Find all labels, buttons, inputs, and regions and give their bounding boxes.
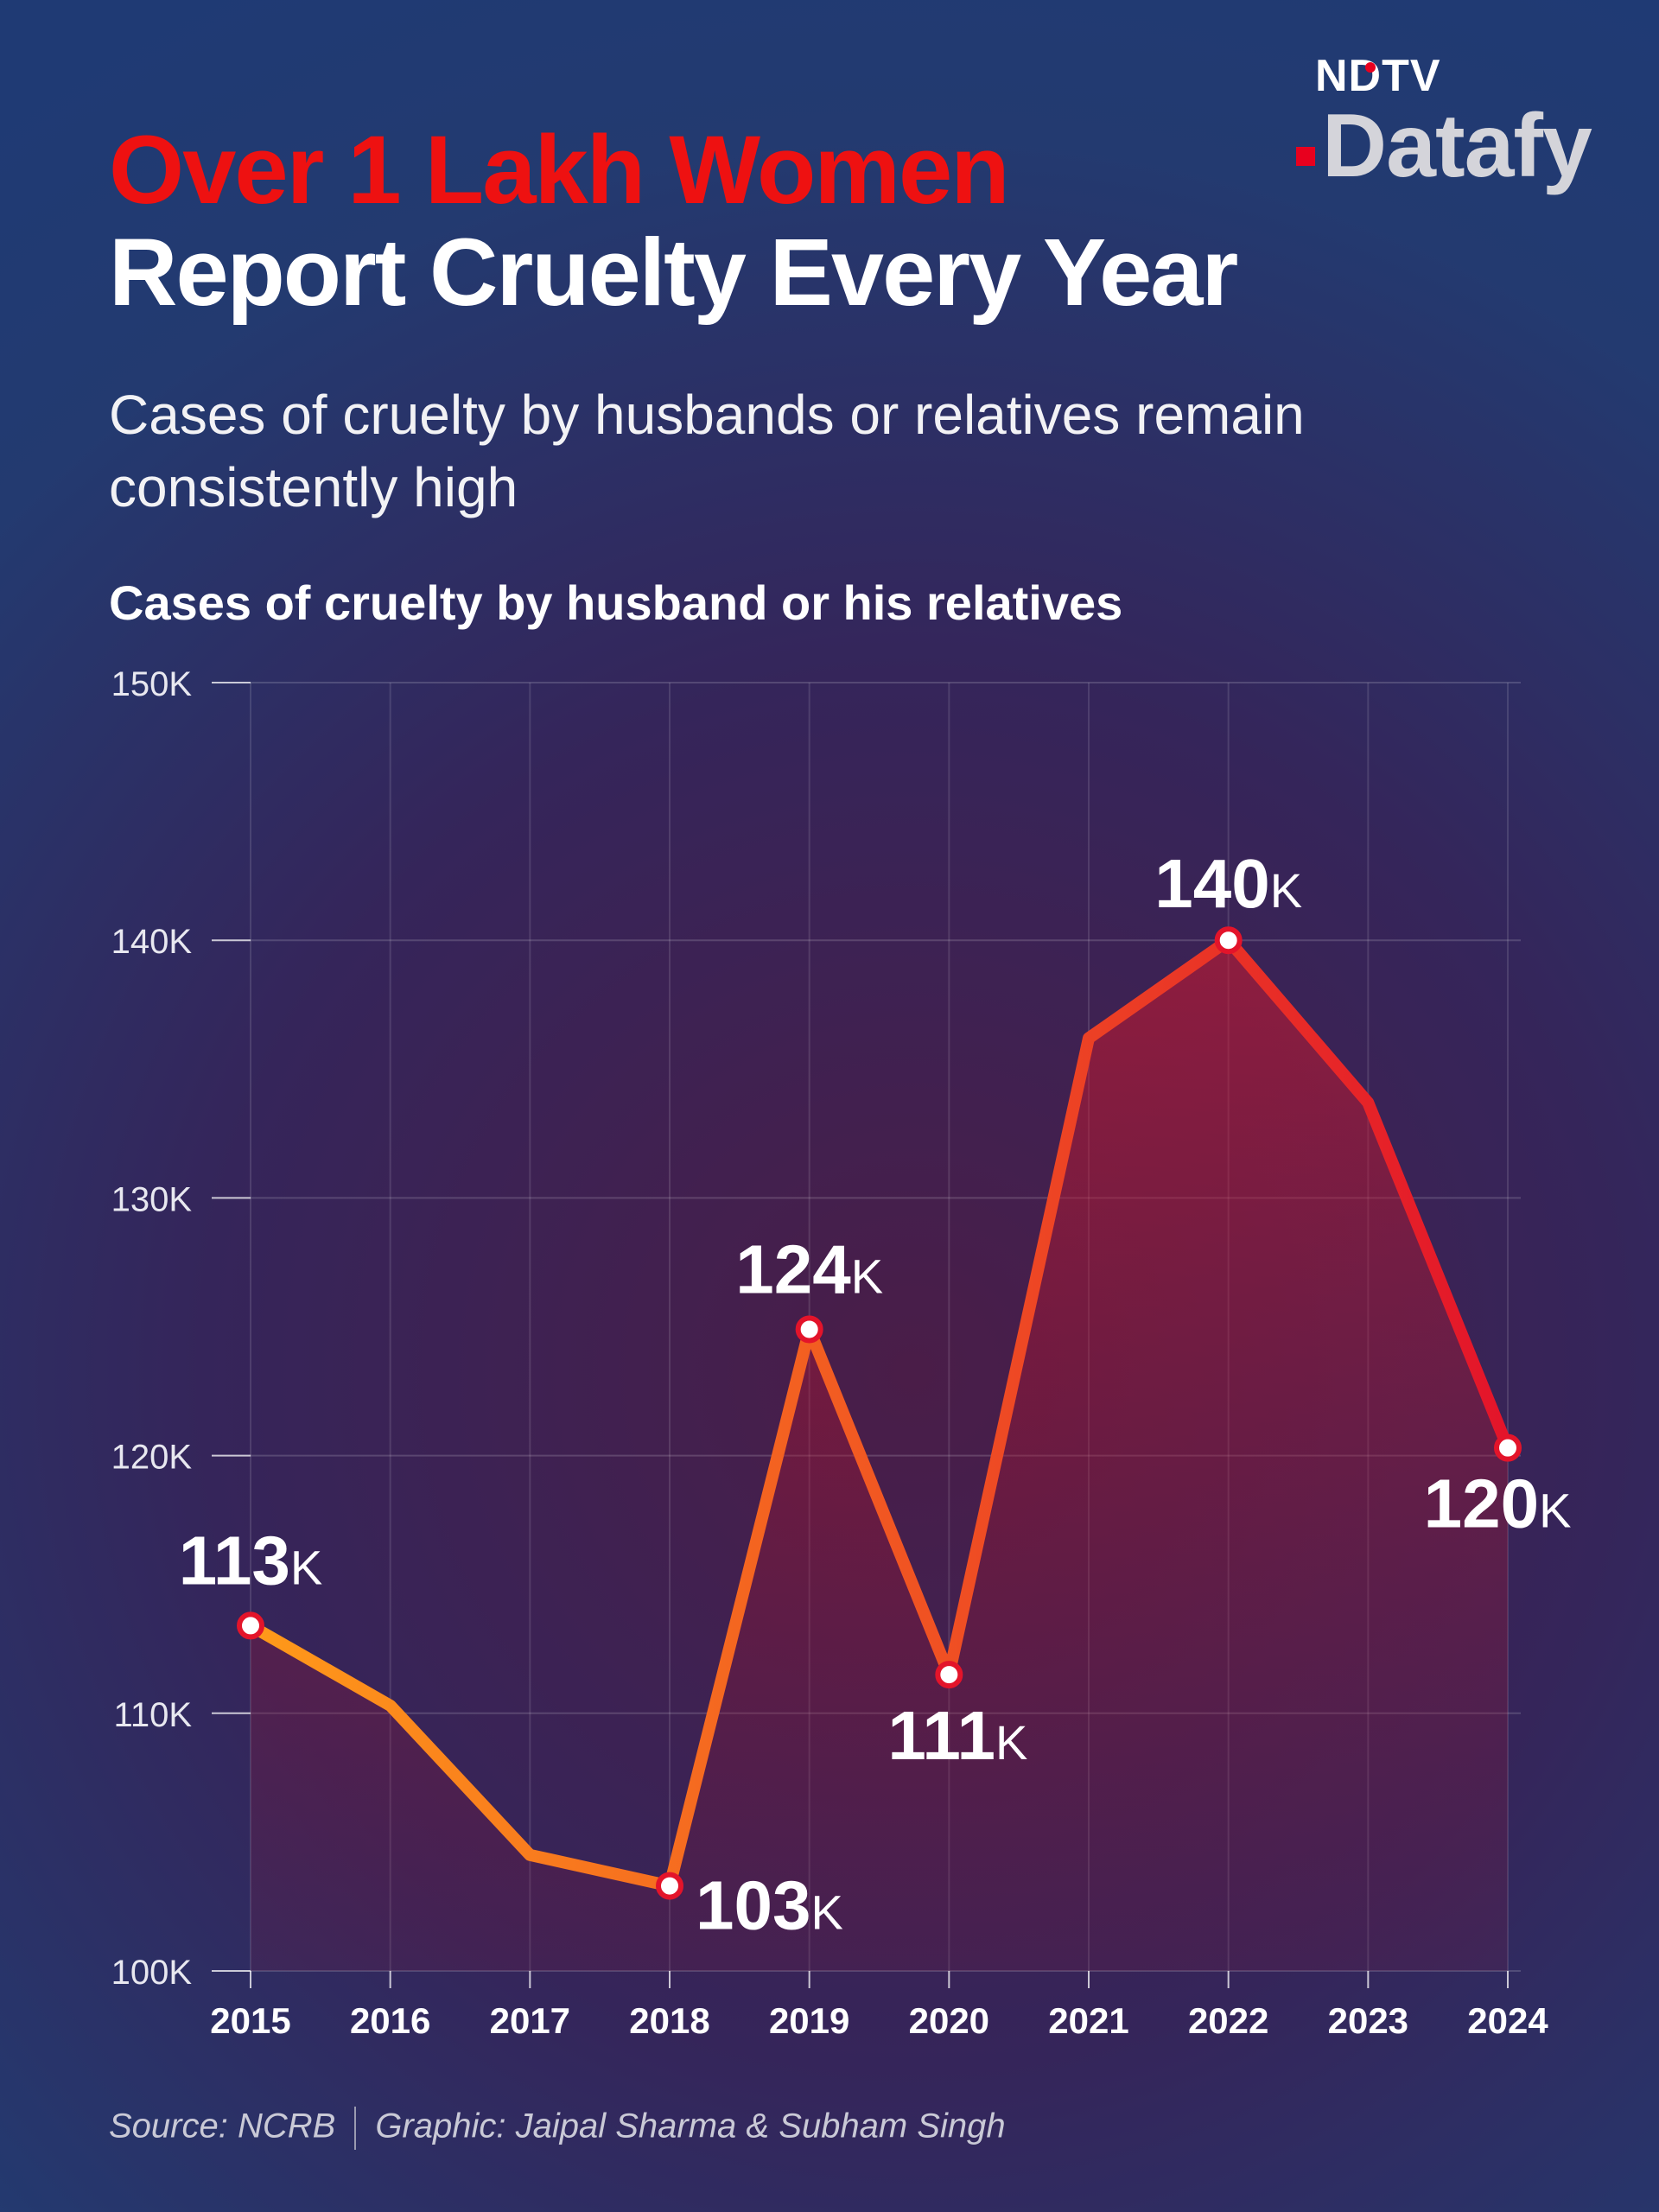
y-tick-label: 100K	[111, 1954, 193, 1992]
x-tick-label: 2020	[909, 2000, 989, 2041]
y-tick-label: 120K	[111, 1439, 193, 1477]
data-label-unit: K	[1270, 863, 1302, 918]
source-line: Source: NCRB Graphic: Jaipal Sharma & Sub…	[109, 2107, 1006, 2150]
data-label: 103K	[696, 1867, 843, 1944]
data-label: 124K	[735, 1230, 883, 1307]
data-label: 111K	[887, 1697, 1027, 1774]
data-label: 120K	[1424, 1465, 1572, 1542]
logo-red-dot	[1365, 62, 1376, 73]
y-tick-label: 150K	[111, 665, 193, 703]
data-point	[1494, 1433, 1522, 1462]
x-tick-label: 2017	[490, 2000, 570, 2041]
data-point	[237, 1611, 264, 1640]
headline-line-1: Over 1 Lakh Women	[109, 116, 1010, 224]
data-label-unit: K	[995, 1715, 1027, 1770]
x-axis: 2015 2016 2017 2018 2019 2020 2021 2022 2023 2024	[210, 1971, 1548, 2041]
data-label-unit: K	[851, 1249, 883, 1303]
data-points	[237, 926, 1522, 1900]
ndtv-datafy-logo: NDTV Datafy	[1296, 50, 1624, 196]
credit-text: Graphic: Jaipal Sharma & Subham Singh	[375, 2107, 1006, 2145]
headline-line-2: Report Cruelty Every Year	[109, 219, 1238, 326]
y-tick-label: 130K	[111, 1180, 193, 1218]
data-label-number: 103	[696, 1867, 810, 1944]
data-label: 113K	[179, 1522, 322, 1599]
data-point	[656, 1872, 683, 1900]
y-tick-label: 110K	[114, 1696, 193, 1734]
logo-red-square	[1296, 147, 1315, 166]
y-tick-label: 140K	[111, 923, 193, 961]
data-label-number: 120	[1424, 1465, 1539, 1542]
x-tick-label: 2021	[1048, 2000, 1128, 2041]
source-divider	[354, 2107, 357, 2150]
data-label-number: 111	[887, 1697, 995, 1774]
source-text: Source: NCRB	[109, 2107, 336, 2145]
x-tick-label: 2016	[350, 2000, 430, 2041]
x-tick-label: 2018	[629, 2000, 709, 2041]
x-tick-label: 2015	[210, 2000, 290, 2041]
logo-datafy-text: Datafy	[1322, 96, 1592, 196]
x-tick-label: 2019	[769, 2000, 849, 2041]
chart-title: Cases of cruelty by husband or his relat…	[109, 575, 1123, 630]
data-point	[935, 1661, 963, 1689]
data-label-unit: K	[810, 1885, 842, 1940]
y-axis: 100K 110K 120K 130K 140K 150K	[111, 665, 251, 1992]
x-tick-label: 2023	[1328, 2000, 1408, 2041]
data-label-unit: K	[290, 1540, 322, 1594]
data-label-number: 124	[735, 1230, 851, 1307]
logo-ndtv-text: NDTV	[1315, 51, 1441, 101]
data-label-unit: K	[1539, 1484, 1571, 1538]
series-line	[245, 934, 1514, 1892]
data-label-number: 113	[179, 1522, 290, 1599]
data-label-number: 140	[1154, 845, 1269, 922]
subtitle: Cases of cruelty by husbands or relative…	[109, 384, 1305, 518]
data-point	[1214, 926, 1243, 955]
area-fill	[251, 940, 1508, 1971]
data-label: 140K	[1154, 845, 1302, 922]
x-tick-label: 2022	[1188, 2000, 1268, 2041]
x-tick-label: 2024	[1467, 2000, 1548, 2041]
data-point	[795, 1315, 823, 1344]
